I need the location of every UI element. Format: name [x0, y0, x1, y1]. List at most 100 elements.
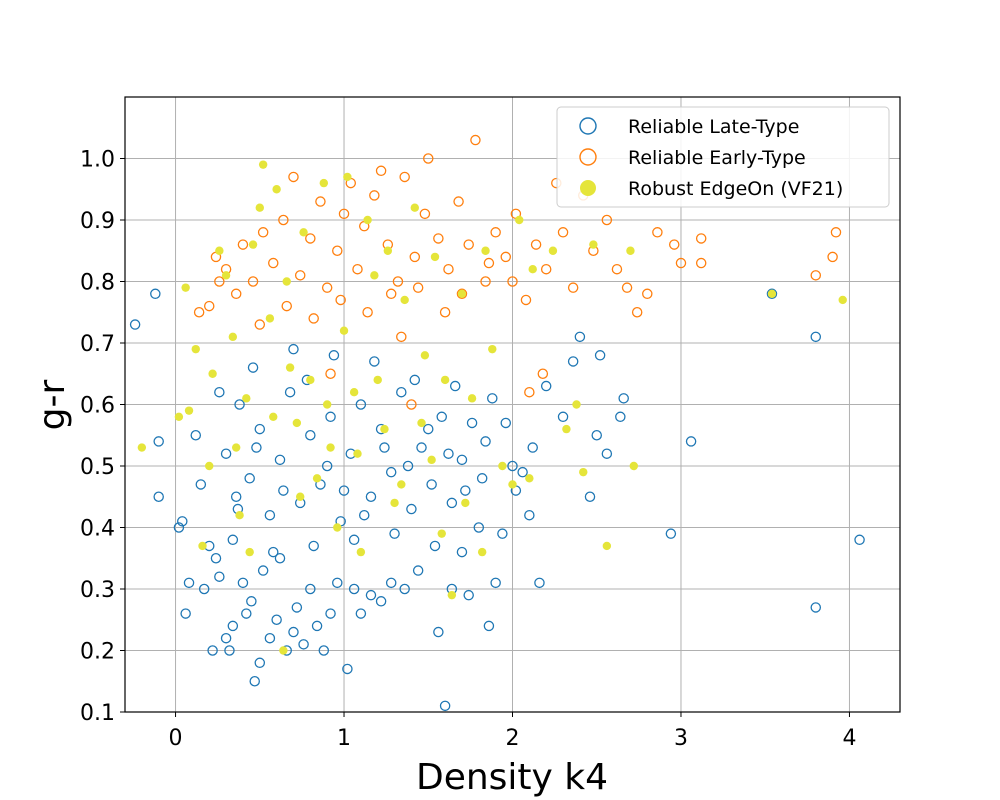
data-point — [355, 399, 367, 410]
data-point — [271, 614, 282, 626]
data-point — [264, 632, 276, 644]
data-point — [379, 442, 390, 453]
data-point — [443, 448, 454, 459]
data-point — [584, 491, 596, 502]
data-point — [257, 565, 269, 576]
data-point — [621, 282, 633, 293]
data-point — [258, 160, 268, 169]
data-point — [423, 423, 434, 435]
data-point — [589, 240, 598, 249]
data-point — [363, 215, 372, 225]
data-point — [264, 509, 276, 521]
data-point — [528, 265, 537, 274]
data-point — [417, 418, 426, 428]
data-point — [416, 442, 427, 453]
data-point — [274, 454, 286, 466]
data-point — [214, 571, 225, 582]
data-point — [183, 577, 195, 589]
data-point — [412, 282, 424, 293]
data-point — [292, 418, 302, 428]
data-point — [615, 411, 626, 423]
data-point — [230, 288, 242, 300]
data-point — [235, 511, 244, 520]
data-point — [562, 424, 571, 434]
data-point — [838, 295, 847, 305]
data-point — [854, 534, 865, 546]
data-point — [220, 448, 232, 459]
data-point — [567, 356, 579, 367]
data-point — [406, 503, 417, 515]
data-point — [463, 239, 474, 250]
data-point — [153, 491, 164, 502]
legend-marker — [580, 180, 596, 196]
data-point — [601, 448, 613, 459]
data-point — [591, 429, 602, 441]
data-point — [342, 663, 353, 675]
data-point — [173, 522, 185, 533]
data-point — [540, 263, 552, 275]
data-point — [810, 270, 822, 281]
data-point — [288, 171, 299, 183]
legend: Reliable Late-Type Reliable Early-Type Rob… — [556, 106, 890, 208]
data-point — [305, 583, 316, 595]
data-point — [190, 429, 202, 441]
data-point — [433, 233, 444, 244]
data-point — [322, 400, 332, 409]
data-point — [481, 246, 490, 255]
data-point — [557, 227, 569, 238]
data-point — [385, 288, 397, 300]
data-point — [461, 498, 470, 508]
data-point — [473, 522, 485, 533]
data-point — [410, 203, 419, 212]
data-point — [274, 553, 286, 564]
data-point — [254, 657, 266, 669]
data-point — [227, 534, 239, 546]
data-point — [695, 257, 707, 269]
data-point — [392, 276, 404, 287]
data-point — [278, 485, 289, 496]
data-point — [423, 153, 434, 164]
data-point — [400, 295, 409, 305]
data-point — [221, 271, 231, 280]
data-point — [467, 394, 477, 403]
data-point — [810, 331, 822, 343]
data-point — [579, 467, 588, 477]
data-point — [193, 306, 205, 318]
data-point — [254, 423, 266, 435]
data-point — [530, 239, 542, 250]
y-tick-label: 0.2 — [80, 640, 115, 665]
data-point — [214, 276, 225, 287]
data-point — [181, 283, 190, 292]
y-axis-label: g-r — [32, 379, 73, 430]
data-point — [399, 583, 410, 595]
data-point — [439, 700, 451, 712]
data-point — [247, 276, 259, 287]
data-point — [370, 271, 379, 280]
data-point — [524, 509, 535, 521]
data-point — [315, 196, 326, 207]
data-point — [174, 412, 184, 421]
data-point — [406, 399, 417, 410]
data-point — [343, 172, 352, 182]
data-point — [695, 233, 707, 244]
data-point — [490, 227, 501, 238]
data-point — [602, 541, 612, 551]
data-point — [241, 608, 252, 619]
data-point — [224, 645, 235, 656]
data-point — [245, 547, 254, 557]
data-point — [362, 306, 373, 318]
data-point — [440, 375, 450, 385]
legend-label: Robust EdgeOn (VF21) — [628, 178, 843, 200]
data-point — [203, 300, 215, 312]
data-point — [325, 368, 336, 379]
data-point — [830, 227, 842, 238]
data-point — [446, 497, 458, 509]
data-point — [626, 246, 635, 255]
data-point — [567, 282, 579, 293]
data-point — [234, 399, 245, 410]
data-point — [237, 577, 249, 589]
data-point — [291, 602, 303, 613]
data-point — [195, 479, 207, 490]
y-tick-label: 0.4 — [80, 517, 115, 542]
x-tick-label: 0 — [169, 726, 183, 751]
